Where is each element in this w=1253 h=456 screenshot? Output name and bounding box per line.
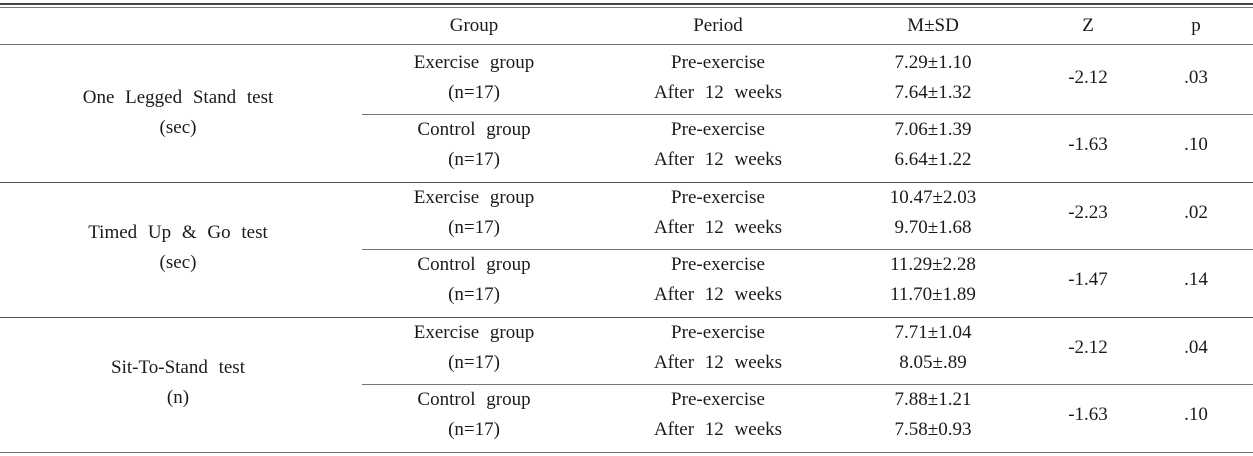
group-divider [362,384,1253,385]
period-pre: Pre-exercise [671,322,765,343]
group-divider [362,249,1253,250]
period-pre: Pre-exercise [671,119,765,140]
group-n: (n=17) [448,149,500,170]
z-value: -1.63 [1068,134,1108,155]
group-name: Exercise group [413,187,535,208]
z-value: -2.23 [1068,202,1108,223]
period-pre: Pre-exercise [671,187,765,208]
section-divider [0,182,1253,183]
test-name: One Legged Stand test [82,87,274,108]
group-n: (n=17) [448,352,500,373]
p-value: .03 [1184,67,1208,88]
test-name: Timed Up & Go test [88,222,268,243]
p-value: .02 [1184,202,1208,223]
msd-post: 11.70±1.89 [890,284,976,305]
group-name: Control group [417,389,531,410]
p-value: .14 [1184,269,1208,290]
period-post: After 12 weeks [653,82,783,103]
msd-post: 7.58±0.93 [894,419,972,440]
msd-pre: 7.88±1.21 [894,389,972,410]
msd-pre: 7.71±1.04 [894,322,972,343]
z-value: -2.12 [1068,67,1108,88]
period-pre: Pre-exercise [671,254,765,275]
msd-pre: 7.06±1.39 [894,119,972,140]
test-unit: (sec) [159,252,197,273]
p-value: .10 [1184,134,1208,155]
group-name: Control group [417,119,531,140]
msd-post: 9.70±1.68 [894,217,972,238]
header-group: Group [449,15,499,36]
group-n: (n=17) [448,82,500,103]
msd-post: 6.64±1.22 [894,149,972,170]
section-divider [0,317,1253,318]
table-bottom-rule [0,452,1253,453]
header-period: Period [693,15,743,36]
z-value: -2.12 [1068,337,1108,358]
test-unit: (n) [166,387,190,408]
group-name: Control group [417,254,531,275]
header-rule [0,44,1253,45]
period-post: After 12 weeks [653,149,783,170]
group-n: (n=17) [448,284,500,305]
msd-post: 7.64±1.32 [894,82,972,103]
test-name: Sit-To-Stand test [111,357,245,378]
period-pre: Pre-exercise [671,389,765,410]
msd-pre: 11.29±2.28 [890,254,976,275]
group-name: Exercise group [413,322,535,343]
period-pre: Pre-exercise [671,52,765,73]
group-divider [362,114,1253,115]
z-value: -1.63 [1068,404,1108,425]
p-value: .04 [1184,337,1208,358]
header-msd: M±SD [907,15,959,36]
period-post: After 12 weeks [653,419,783,440]
header-z: Z [1082,15,1094,36]
p-value: .10 [1184,404,1208,425]
header-p: p [1191,15,1201,36]
group-name: Exercise group [413,52,535,73]
test-unit: (sec) [159,117,197,138]
table-top-rule [0,3,1253,5]
period-post: After 12 weeks [653,284,783,305]
z-value: -1.47 [1068,269,1108,290]
msd-post: 8.05±.89 [899,352,967,373]
msd-pre: 10.47±2.03 [889,187,977,208]
table-top-rule-inner [0,7,1253,8]
msd-pre: 7.29±1.10 [894,52,972,73]
group-n: (n=17) [448,217,500,238]
period-post: After 12 weeks [653,217,783,238]
group-n: (n=17) [448,419,500,440]
period-post: After 12 weeks [653,352,783,373]
